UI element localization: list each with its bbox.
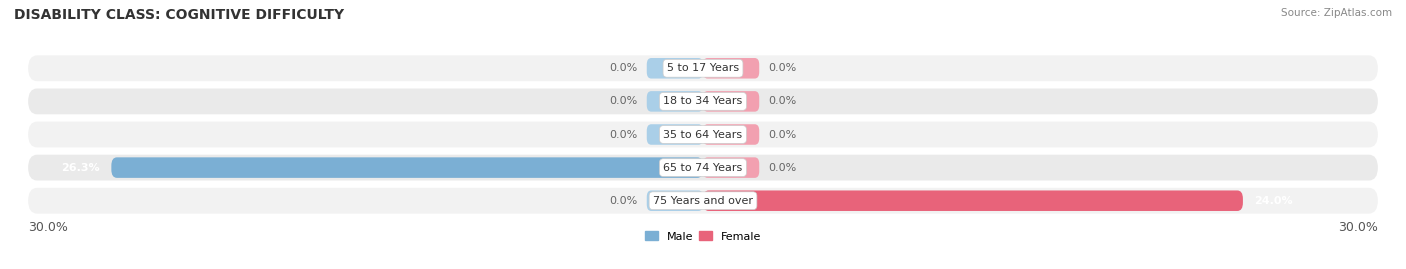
Text: 0.0%: 0.0% [768, 63, 796, 73]
FancyBboxPatch shape [703, 91, 759, 112]
FancyBboxPatch shape [28, 89, 1378, 114]
FancyBboxPatch shape [111, 157, 703, 178]
FancyBboxPatch shape [28, 188, 1378, 214]
Text: 0.0%: 0.0% [768, 96, 796, 107]
Text: 35 to 64 Years: 35 to 64 Years [664, 129, 742, 140]
Text: DISABILITY CLASS: COGNITIVE DIFFICULTY: DISABILITY CLASS: COGNITIVE DIFFICULTY [14, 8, 344, 22]
Text: 26.3%: 26.3% [62, 162, 100, 173]
Text: 0.0%: 0.0% [610, 196, 638, 206]
Text: 0.0%: 0.0% [610, 63, 638, 73]
Text: 75 Years and over: 75 Years and over [652, 196, 754, 206]
FancyBboxPatch shape [703, 58, 759, 79]
Text: 0.0%: 0.0% [768, 129, 796, 140]
FancyBboxPatch shape [647, 58, 703, 79]
Text: 65 to 74 Years: 65 to 74 Years [664, 162, 742, 173]
Text: 0.0%: 0.0% [768, 162, 796, 173]
Text: 5 to 17 Years: 5 to 17 Years [666, 63, 740, 73]
FancyBboxPatch shape [28, 55, 1378, 81]
FancyBboxPatch shape [28, 155, 1378, 180]
FancyBboxPatch shape [647, 124, 703, 145]
FancyBboxPatch shape [703, 157, 759, 178]
Legend: Male, Female: Male, Female [640, 227, 766, 246]
Text: 0.0%: 0.0% [610, 96, 638, 107]
Text: 30.0%: 30.0% [1339, 221, 1378, 233]
FancyBboxPatch shape [647, 190, 703, 211]
Text: Source: ZipAtlas.com: Source: ZipAtlas.com [1281, 8, 1392, 18]
FancyBboxPatch shape [28, 122, 1378, 147]
Text: 0.0%: 0.0% [610, 129, 638, 140]
Text: 30.0%: 30.0% [28, 221, 67, 233]
FancyBboxPatch shape [703, 190, 1243, 211]
FancyBboxPatch shape [647, 91, 703, 112]
FancyBboxPatch shape [703, 124, 759, 145]
Text: 24.0%: 24.0% [1254, 196, 1292, 206]
Text: 18 to 34 Years: 18 to 34 Years [664, 96, 742, 107]
